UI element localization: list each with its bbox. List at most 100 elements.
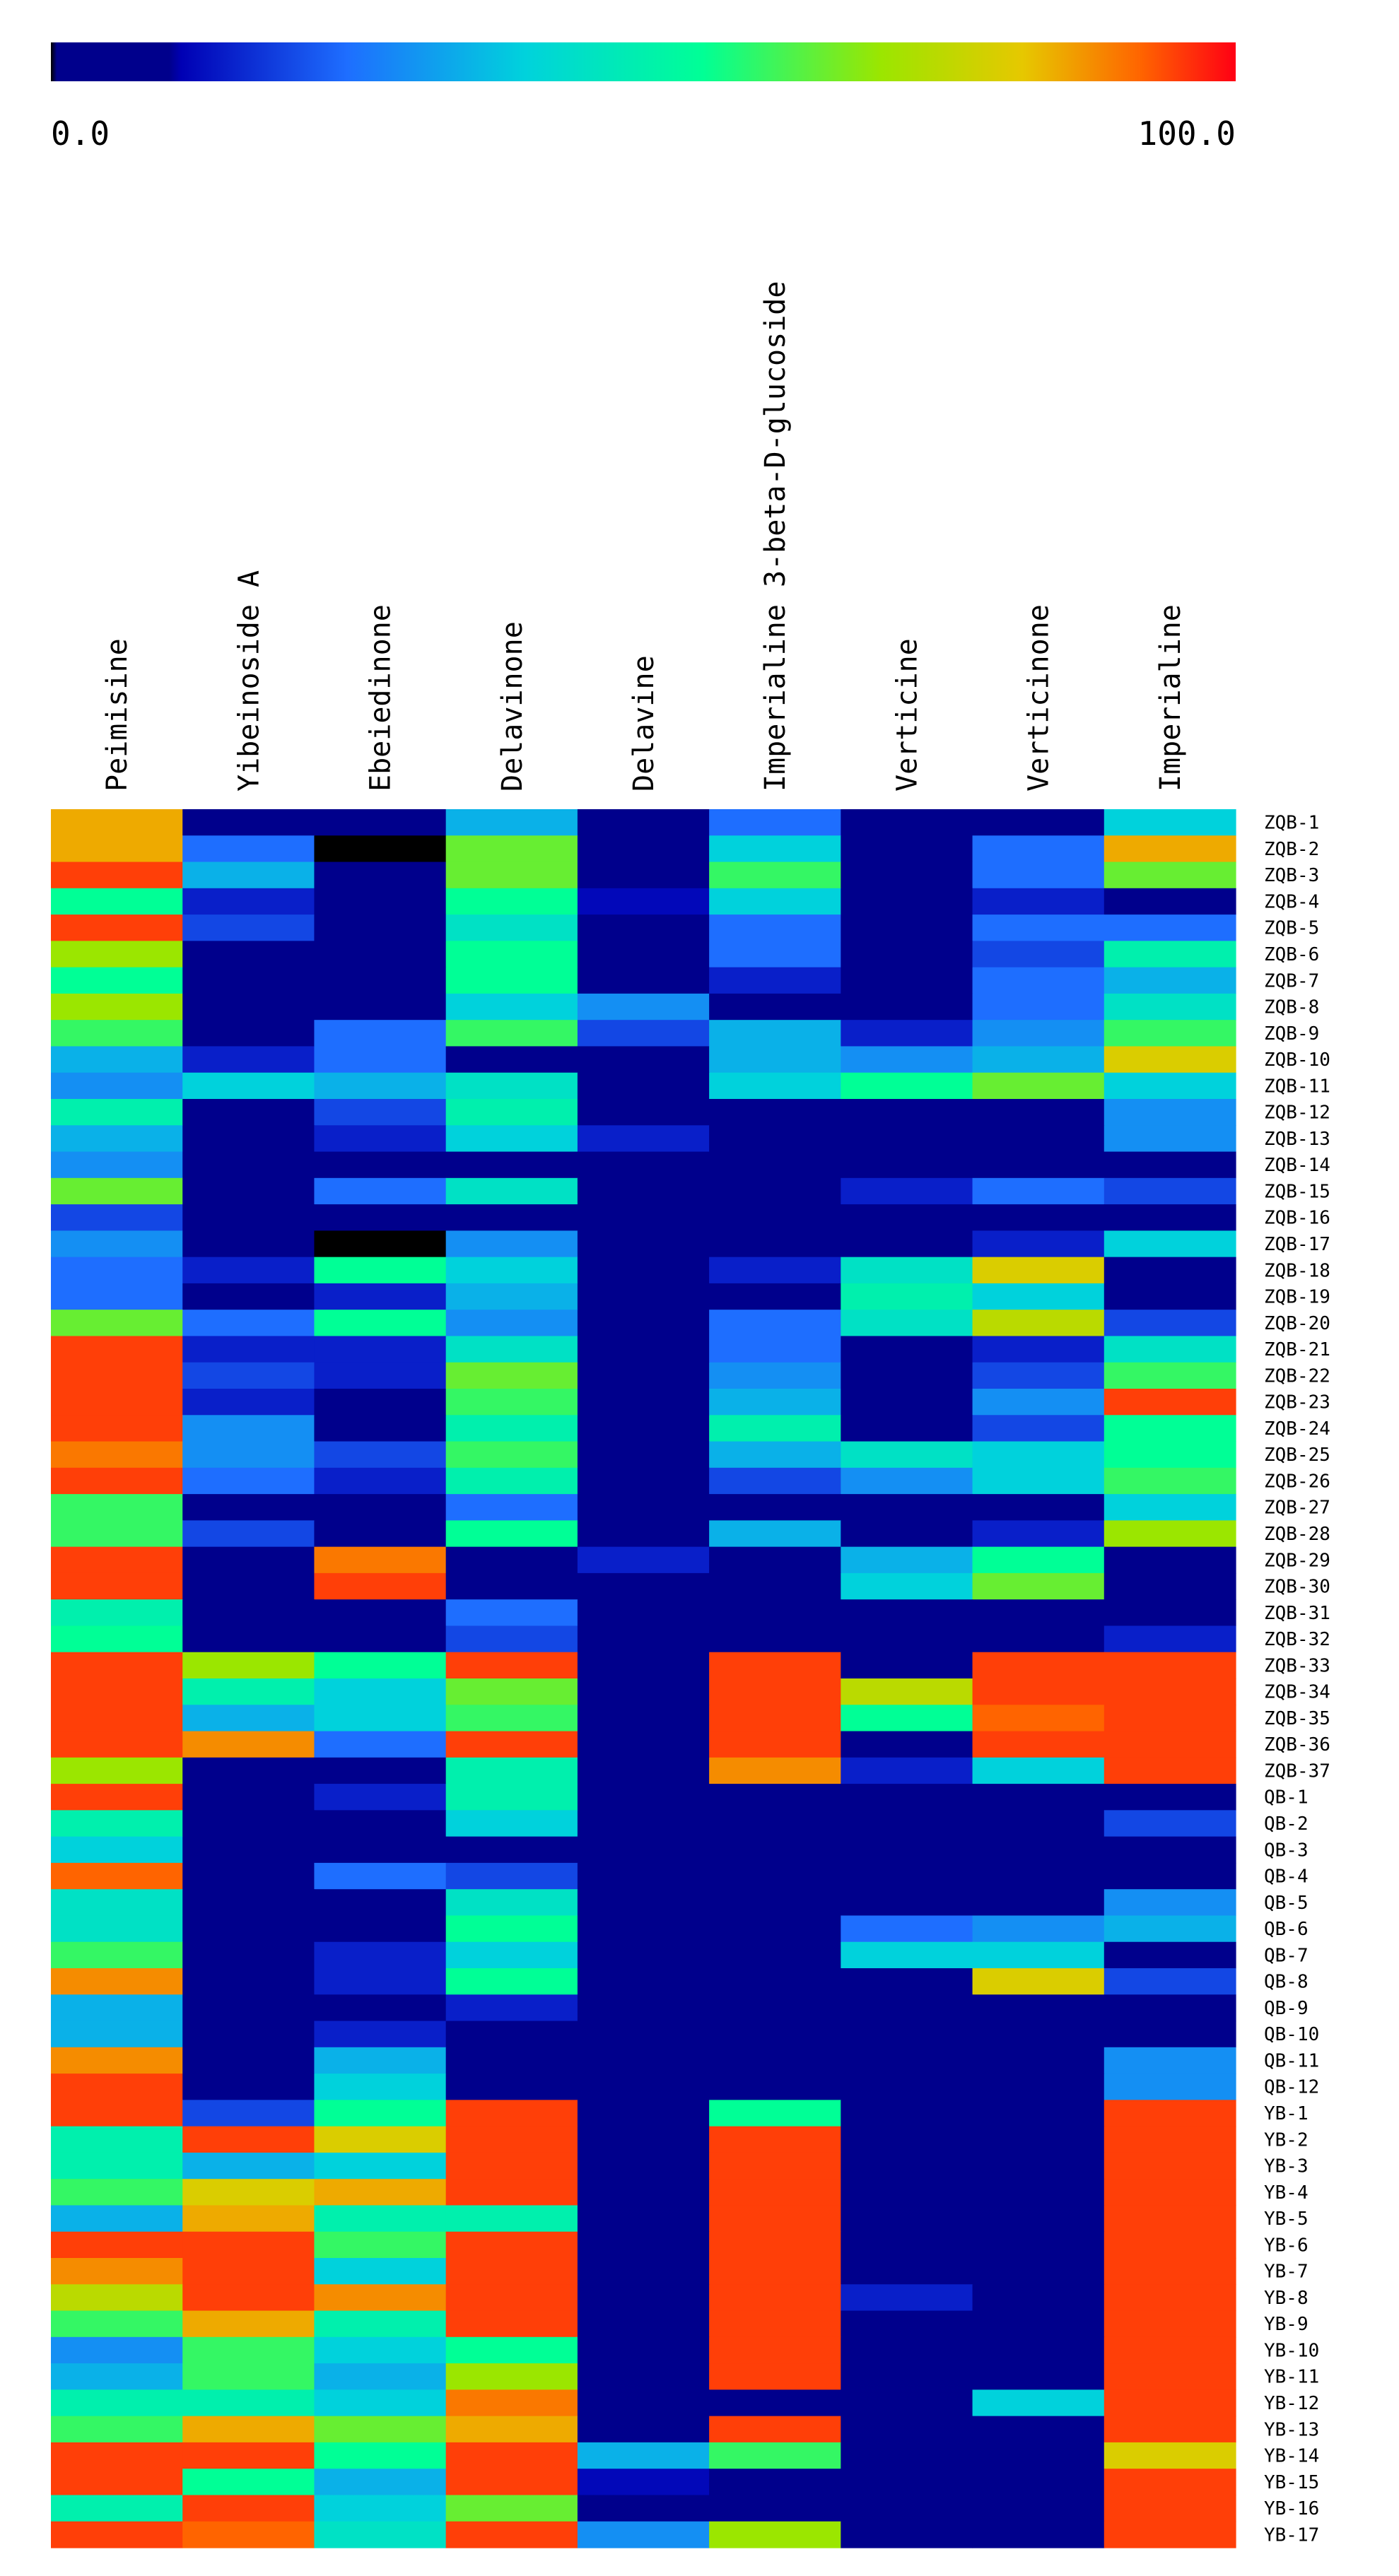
heatmap-cell <box>972 1441 1105 1469</box>
heatmap-cell <box>972 861 1105 889</box>
row-label: ZQB-24 <box>1264 1418 1330 1440</box>
heatmap-cell <box>314 809 447 836</box>
row-label: ZQB-9 <box>1264 1023 1319 1045</box>
row-label: ZQB-27 <box>1264 1498 1330 1519</box>
heatmap-cell <box>841 2179 973 2206</box>
heatmap-cell <box>709 1283 841 1310</box>
heatmap-cell <box>972 1546 1105 1574</box>
row-label: ZQB-30 <box>1264 1577 1330 1598</box>
heatmap-cell <box>51 2179 183 2206</box>
heatmap-cell <box>314 1151 447 1179</box>
heatmap-cell <box>841 1625 973 1653</box>
heatmap-cell <box>577 1915 710 1943</box>
heatmap-cell <box>841 835 973 863</box>
heatmap-cell <box>314 2416 447 2443</box>
heatmap-cell <box>51 1731 183 1758</box>
heatmap-cell <box>709 1389 841 1416</box>
heatmap-cell <box>972 1572 1105 1600</box>
heatmap-cell <box>314 993 447 1021</box>
heatmap-cell <box>51 1310 183 1337</box>
heatmap-cell <box>577 2442 710 2469</box>
heatmap-cell <box>841 2389 973 2417</box>
heatmap-cell <box>841 1046 973 1074</box>
heatmap-cell <box>182 1862 315 1890</box>
heatmap-cell <box>709 1020 841 1047</box>
row-label: YB-10 <box>1264 2340 1319 2361</box>
heatmap-cell <box>182 993 315 1021</box>
heatmap-cell <box>51 2258 183 2285</box>
heatmap-cell <box>972 1520 1105 1548</box>
heatmap-cell <box>841 1599 973 1627</box>
column-label: Delavinone <box>496 621 529 792</box>
heatmap-cell <box>577 2179 710 2206</box>
heatmap-cell <box>51 1389 183 1416</box>
heatmap-cell <box>1104 2442 1236 2469</box>
heatmap-cell <box>445 1362 578 1389</box>
heatmap-cell <box>972 2179 1105 2206</box>
heatmap-cell <box>577 1072 710 1100</box>
heatmap-cell <box>1104 1915 1236 1943</box>
heatmap-cell <box>841 1020 973 1047</box>
heatmap-cell <box>841 1678 973 1705</box>
heatmap-cell <box>1104 888 1236 915</box>
heatmap-cell <box>1104 1836 1236 1864</box>
heatmap-cell <box>577 1125 710 1153</box>
heatmap-cell <box>709 1810 841 1837</box>
heatmap-cell <box>577 1204 710 1231</box>
heatmap-cell <box>972 1151 1105 1179</box>
row-label: ZQB-17 <box>1264 1234 1330 1255</box>
heatmap-cell <box>1104 1467 1236 1495</box>
heatmap-cell <box>1104 1994 1236 2022</box>
row-label: ZQB-4 <box>1264 891 1319 912</box>
colorbar <box>51 42 1236 81</box>
heatmap-cell <box>182 1757 315 1784</box>
heatmap-cell <box>577 1362 710 1389</box>
heatmap-cell <box>314 1177 447 1205</box>
heatmap-cell <box>51 967 183 994</box>
heatmap-cell <box>445 1441 578 1469</box>
heatmap-cell <box>577 2416 710 2443</box>
heatmap-cell <box>709 2152 841 2180</box>
heatmap-cell <box>709 2258 841 2285</box>
heatmap-cell <box>1104 1784 1236 1811</box>
heatmap-cell <box>709 1705 841 1732</box>
heatmap-cell <box>577 1546 710 1574</box>
heatmap-cell <box>577 1177 710 1205</box>
heatmap-cell <box>1104 1757 1236 1784</box>
heatmap-cell <box>314 2495 447 2522</box>
heatmap-cell <box>972 1020 1105 1047</box>
heatmap-cell <box>972 2231 1105 2259</box>
heatmap-cell <box>51 1204 183 1231</box>
heatmap-cell <box>577 1757 710 1784</box>
heatmap-cell <box>709 941 841 968</box>
heatmap-cell <box>1104 1625 1236 1653</box>
row-label: YB-12 <box>1264 2393 1319 2414</box>
heatmap-cell <box>1104 2363 1236 2390</box>
heatmap-cell <box>1104 1099 1236 1126</box>
heatmap-cell <box>841 1731 973 1758</box>
heatmap-cell <box>314 1441 447 1469</box>
heatmap-cell <box>182 2179 315 2206</box>
heatmap-cell <box>709 1310 841 1337</box>
heatmap-cell <box>577 2021 710 2048</box>
heatmap-cell <box>972 1968 1105 1995</box>
heatmap-cell <box>445 1572 578 1600</box>
heatmap-cell <box>445 1862 578 1890</box>
heatmap-cell <box>577 1099 710 1126</box>
heatmap-cell <box>445 1415 578 1442</box>
heatmap-cell <box>51 2126 183 2153</box>
heatmap-cell <box>182 2152 315 2180</box>
row-label: QB-3 <box>1264 1840 1309 1861</box>
heatmap-cell <box>182 1968 315 1995</box>
heatmap-cell <box>445 2258 578 2285</box>
heatmap-cell <box>182 1441 315 1469</box>
heatmap-cell <box>577 2336 710 2364</box>
heatmap-cell <box>1104 2205 1236 2233</box>
row-label: ZQB-37 <box>1264 1760 1330 1782</box>
heatmap-cell <box>51 1705 183 1732</box>
heatmap-cell <box>709 2047 841 2074</box>
row-label: YB-7 <box>1264 2262 1309 2283</box>
heatmap-cell <box>51 1994 183 2022</box>
heatmap-cell <box>445 2416 578 2443</box>
row-label: ZQB-35 <box>1264 1708 1330 1729</box>
